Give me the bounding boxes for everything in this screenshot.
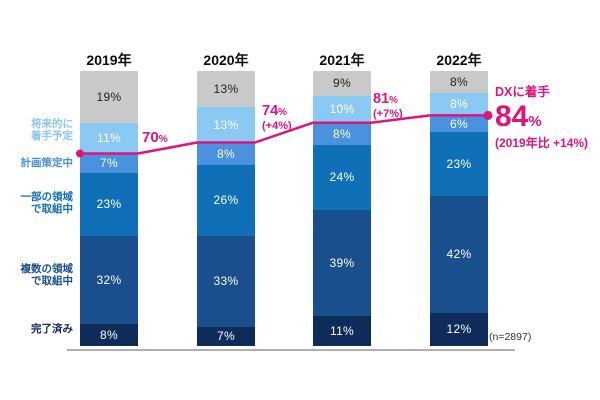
bar-segment: 33% [197, 236, 255, 327]
line-series-title: DXに着手 [495, 85, 550, 99]
year-label: 2021年 [319, 52, 365, 68]
bar-segment: 7% [197, 326, 255, 346]
legend-label-partial-area: 一部の領域 で取組中 [20, 191, 74, 215]
bar-segment: 13% [197, 106, 255, 143]
stacked-bar: 19% 11% 7% 23% 32% 8% [80, 71, 138, 346]
bar-segment: 8% [430, 71, 488, 94]
bar-segment: 7% [80, 153, 138, 173]
bar-segment: 19% [80, 71, 138, 124]
stacked-bar: 8% 8% 6% 23% 42% 12% [430, 71, 488, 346]
bar-segment: 9% [313, 71, 371, 96]
bar-segment: 8% [80, 324, 138, 346]
bar-segment: 10% [313, 95, 371, 123]
year-label: 2020年 [203, 52, 249, 68]
stacked-bar: 9% 10% 8% 24% 39% 11% [313, 71, 371, 346]
bar-segment: 11% [313, 316, 371, 346]
legend-label-line: 将来的に [31, 118, 73, 130]
line-value-2019: 70% [142, 129, 168, 147]
legend-label-line: 計画策定中 [20, 157, 74, 169]
bar-segment: 26% [197, 164, 255, 236]
legend-label-line: 着手予定 [31, 129, 73, 142]
sample-size-note: (n=2897) [489, 331, 532, 343]
bar-segment: 32% [80, 236, 138, 324]
percent-sign: % [278, 107, 287, 118]
bar-segment: 8% [313, 122, 371, 145]
x-axis-line [67, 349, 515, 351]
bar-segment: 12% [430, 312, 488, 346]
percent-sign: % [158, 134, 168, 145]
line-value-number: 84 [495, 99, 529, 133]
line-value-delta: (+7%) [373, 107, 403, 120]
line-value-delta: (+4%) [262, 119, 292, 132]
line-value-2021: 81% (+7%) [373, 91, 403, 120]
bar-segment: 8% [430, 93, 488, 116]
legend-label-planning: 計画策定中 [20, 157, 74, 170]
legend-label-line: 一部の領域 [20, 191, 74, 203]
line-value-2022-callout: DXに着手 84% (2019年比 +14%) [495, 85, 589, 150]
percent-sign: % [389, 95, 398, 106]
bar-segment: 23% [430, 132, 488, 196]
bar-segment: 6% [430, 115, 488, 133]
year-label: 2022年 [436, 52, 482, 68]
legend-label-completed: 完了済み [31, 323, 73, 336]
legend-label-future-plan: 将来的に 着手予定 [31, 118, 73, 142]
legend-label-line: 完了済み [31, 323, 73, 335]
line-value-number: 81 [373, 91, 390, 107]
year-label: 2019年 [86, 52, 132, 68]
line-value-number: 74 [262, 103, 279, 119]
percent-sign: % [528, 112, 542, 130]
legend-label-line: で取組中 [31, 202, 73, 215]
stacked-bar: 13% 13% 8% 26% 33% 7% [197, 71, 255, 346]
bar-segment: 42% [430, 195, 488, 313]
line-value-number: 70 [142, 129, 159, 146]
bar-segment: 8% [197, 142, 255, 165]
bar-segment: 13% [197, 71, 255, 107]
legend-label-line: で取組中 [31, 274, 73, 287]
legend-label-multiple-area: 複数の領域 で取組中 [20, 263, 74, 287]
bar-segment: 11% [80, 123, 138, 154]
bar-segment: 39% [313, 209, 371, 317]
line-value-2020: 74% (+4%) [262, 103, 292, 132]
line-value-note: (2019年比 +14%) [495, 135, 589, 150]
bar-segment: 24% [313, 144, 371, 210]
legend-label-line: 複数の領域 [20, 263, 74, 275]
bar-segment: 23% [80, 172, 138, 236]
